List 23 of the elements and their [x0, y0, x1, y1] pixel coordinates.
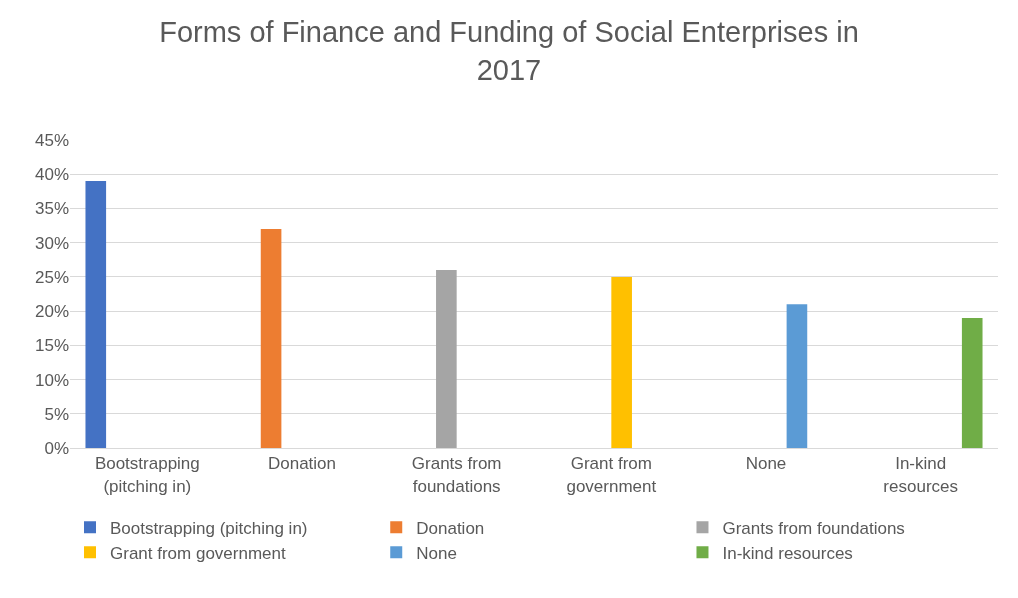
- legend-label: In-kind resources: [722, 543, 853, 563]
- legend-label: Bootstrapping (pitching in): [110, 518, 308, 538]
- x-tick-label: Bootstrapping (pitching in): [94, 454, 200, 496]
- y-tick-label: 15%: [34, 336, 69, 356]
- legend-label: None: [416, 543, 457, 563]
- x-tick-label: Grant from government: [566, 454, 657, 496]
- y-tick-label: 20%: [34, 302, 69, 322]
- x-tick-label: None: [745, 454, 787, 474]
- y-tick-label: 45%: [34, 130, 69, 150]
- x-tick-label: In-kind resources: [883, 454, 958, 496]
- legend-label: Donation: [416, 518, 485, 538]
- y-tick-label: 40%: [34, 165, 69, 185]
- y-tick-label: 10%: [34, 370, 69, 390]
- y-tick-label: 0%: [44, 438, 69, 458]
- y-tick-label: 25%: [34, 267, 69, 287]
- legend-label: Grants from foundations: [722, 518, 905, 538]
- x-tick-label: Donation: [267, 454, 337, 474]
- y-tick-label: 5%: [44, 404, 69, 424]
- legend-label: Grant from government: [110, 543, 287, 563]
- chart-title: Forms of Finance and Funding of Social Enterprises in 2017: [159, 15, 859, 86]
- x-tick-label: Grants from foundations: [411, 454, 502, 496]
- y-tick-label: 35%: [34, 199, 69, 219]
- y-tick-label: 30%: [34, 233, 69, 253]
